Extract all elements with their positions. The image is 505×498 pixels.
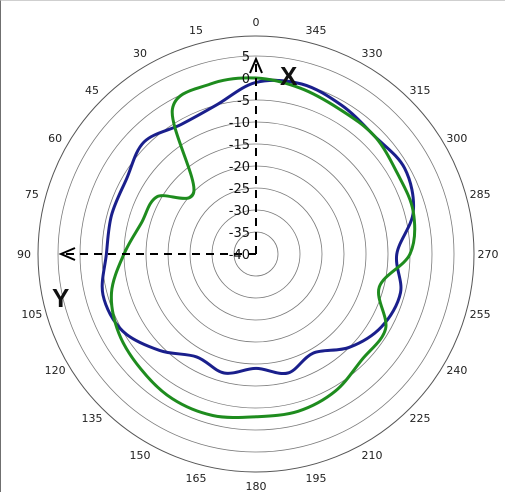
angle-tick-labels: 0 15 30 45 60 75 90 105 120 135 150 165 180 195 210 225… xyxy=(17,16,499,493)
angle-tick-label: 285 xyxy=(470,188,491,201)
radial-tick-labels: 5 0 -5 -10 -15 -20 -25 -30 -35 -40 xyxy=(229,50,250,263)
radial-tick-label: 5 xyxy=(242,50,250,65)
angle-tick-label: 210 xyxy=(362,449,383,462)
angle-tick-label: 135 xyxy=(82,412,103,425)
angle-tick-label: 315 xyxy=(410,84,431,97)
axis-arrows: X Y xyxy=(52,56,298,313)
angle-tick-label: 240 xyxy=(446,364,467,377)
radial-tick-label: -10 xyxy=(229,116,250,131)
angle-tick-label: 195 xyxy=(306,472,327,485)
angle-tick-label: 180 xyxy=(246,480,267,493)
grid-ring xyxy=(189,187,323,321)
outer-ring xyxy=(37,35,475,473)
angle-tick-label: 120 xyxy=(45,364,66,377)
angle-tick-label: 60 xyxy=(48,132,62,145)
angle-tick-label: 270 xyxy=(478,248,499,261)
angle-tick-label: 45 xyxy=(85,84,99,97)
angle-tick-label: 90 xyxy=(17,248,31,261)
radial-tick-label: 0 xyxy=(242,72,250,87)
y-axis-letter: Y xyxy=(52,283,69,313)
y-axis-arrow-head xyxy=(58,247,76,261)
series-layer xyxy=(100,76,417,420)
radial-tick-label: -15 xyxy=(229,138,250,153)
series-line-2 xyxy=(109,76,417,420)
radial-tick-label: -20 xyxy=(229,160,250,175)
angle-tick-label: 15 xyxy=(189,24,203,37)
grid-ring xyxy=(57,55,455,453)
radial-tick-label: -30 xyxy=(229,204,250,219)
grid-ring xyxy=(145,143,367,365)
radial-tick-label: -25 xyxy=(229,182,250,197)
angle-tick-label: 165 xyxy=(186,472,207,485)
angle-tick-label: 150 xyxy=(130,449,151,462)
angle-tick-label: 30 xyxy=(133,47,147,60)
angle-tick-label: 225 xyxy=(410,412,431,425)
angle-tick-label: 105 xyxy=(21,308,42,321)
x-axis-letter: X xyxy=(280,61,298,91)
radial-tick-label: -35 xyxy=(229,226,250,241)
series-line-1 xyxy=(100,78,416,376)
radial-tick-label: -5 xyxy=(237,94,250,109)
x-axis-arrow-head xyxy=(249,56,263,74)
angle-tick-label: 75 xyxy=(25,188,39,201)
angle-tick-label: 0 xyxy=(253,16,260,29)
angle-tick-label: 345 xyxy=(306,24,327,37)
radial-tick-label: -40 xyxy=(229,248,250,263)
angle-tick-label: 300 xyxy=(446,132,467,145)
angle-tick-label: 255 xyxy=(470,308,491,321)
angle-tick-label: 330 xyxy=(362,47,383,60)
